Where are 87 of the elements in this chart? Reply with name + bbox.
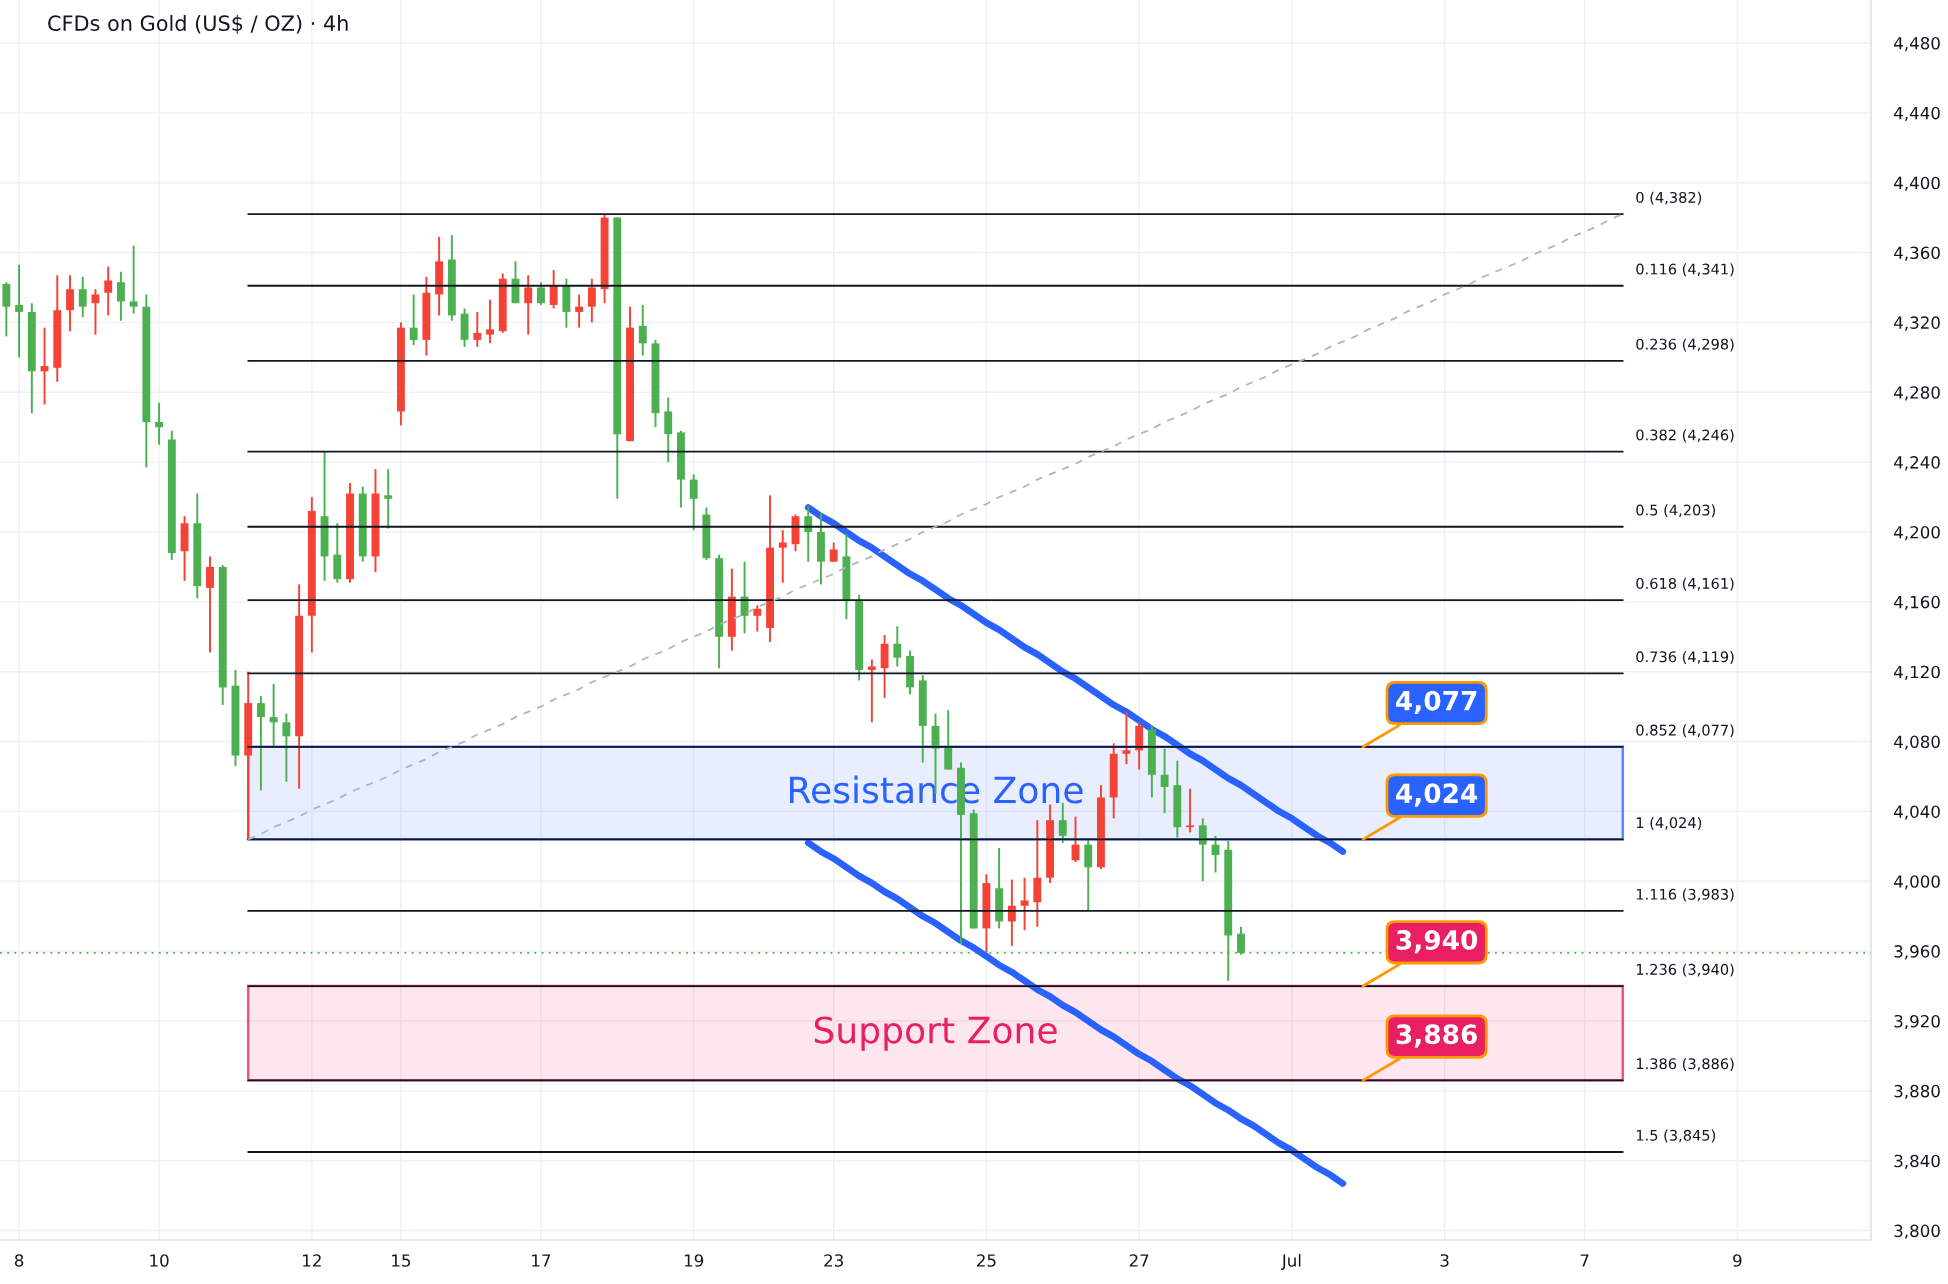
candlestick — [829, 541, 838, 563]
x-tick-label: 12 — [303, 1254, 321, 1267]
candlestick — [269, 682, 278, 748]
x-tick-label: 23 — [824, 1254, 843, 1267]
y-tick-label: 3,920 — [1894, 1014, 1940, 1030]
y-tick-label: 4,040 — [1894, 805, 1940, 820]
y-tick-label: 4,120 — [1894, 665, 1940, 680]
candlestick — [2, 281, 11, 338]
y-tick-label: 4,000 — [1894, 875, 1940, 890]
candlestick — [1160, 747, 1169, 815]
annotation: 3,886 — [1396, 1024, 1477, 1048]
candlestick — [1186, 787, 1194, 834]
candlestick — [753, 604, 762, 633]
candlestick — [867, 658, 876, 724]
annotation: 4,077 — [1396, 690, 1477, 715]
y-tick-label: 4,200 — [1894, 525, 1940, 541]
annotation: 3,940 — [1396, 930, 1478, 954]
series-label: 0.236 (4,298) — [1636, 338, 1734, 352]
y-tick-label: 4,360 — [1894, 246, 1940, 261]
band-label: Support Zone — [814, 1016, 1057, 1051]
x-tick-label: 17 — [532, 1254, 551, 1267]
candlestick — [206, 555, 214, 654]
y-tick-label: 4,400 — [1894, 176, 1940, 191]
y-tick-label: 4,080 — [1894, 735, 1940, 750]
series-label: 0.5 (4,203) — [1636, 504, 1716, 518]
candlestick — [486, 298, 494, 345]
y-tick-label: 4,480 — [1894, 36, 1940, 52]
candlestick — [638, 303, 647, 357]
candlestick — [409, 293, 418, 347]
y-tick-label: 4,280 — [1894, 386, 1940, 401]
y-tick-label: 3,800 — [1894, 1224, 1940, 1239]
candlestick — [549, 269, 558, 310]
series-label: 0.852 (4,077) — [1636, 724, 1734, 738]
x-tick-label: 25 — [977, 1254, 996, 1267]
candlestick — [944, 709, 953, 771]
annotation: 4,024 — [1396, 783, 1478, 807]
candlestick — [104, 265, 113, 317]
y-tick-label: 3,960 — [1894, 945, 1940, 960]
candlestick — [129, 244, 138, 315]
y-tick-label: 4,440 — [1894, 106, 1940, 122]
candlestick — [804, 504, 813, 563]
candlestick — [536, 281, 545, 306]
candlestick — [15, 263, 24, 359]
x-tick-label: Jul — [1280, 1253, 1301, 1270]
candlestick — [778, 529, 787, 584]
x-tick-label: 19 — [684, 1254, 704, 1267]
series-label: 0.382 (4,246) — [1636, 429, 1734, 443]
series-label: 0 (4,382) — [1636, 191, 1702, 205]
candlestick — [256, 695, 265, 792]
series-label: 0.116 (4,341) — [1636, 263, 1734, 277]
candlestick — [524, 274, 533, 336]
y-tick-label: 4,320 — [1894, 316, 1940, 331]
series-label: 1.236 (3,940) — [1636, 963, 1734, 977]
candlestick — [587, 277, 596, 324]
candlestick — [91, 288, 100, 336]
x-tick-label: 7 — [1580, 1254, 1589, 1267]
x-tick-label: 15 — [392, 1254, 411, 1267]
candlestick — [1084, 838, 1093, 912]
series-label: 1.386 (3,886) — [1636, 1057, 1734, 1071]
y-tick-label: 3,840 — [1894, 1154, 1940, 1169]
candlestick — [1020, 876, 1029, 932]
candlestick — [575, 293, 584, 329]
x-tick-label: 8 — [14, 1254, 24, 1267]
candlestick — [473, 310, 482, 348]
candlestick — [116, 270, 125, 322]
candlestick — [78, 276, 87, 319]
x-tick-label: 9 — [1733, 1254, 1742, 1267]
x-tick-label: 3 — [1440, 1254, 1449, 1267]
candlestick — [282, 712, 291, 783]
y-tick-label: 3,880 — [1894, 1084, 1940, 1100]
series-label: 0.736 (4,119) — [1636, 651, 1734, 664]
text: CFDs on Gold (US$ / OZ) · 4h — [48, 14, 348, 34]
x-tick-label: 27 — [1129, 1254, 1149, 1267]
series-label: 0.618 (4,161) — [1636, 577, 1734, 591]
candlestick — [1122, 710, 1131, 766]
candlestick — [893, 625, 902, 668]
series-label: 1.116 (3,983) — [1636, 888, 1734, 902]
candlestick — [689, 473, 698, 532]
x-tick-label: 10 — [150, 1254, 169, 1267]
candlestick — [155, 401, 164, 446]
y-tick-label: 4,160 — [1894, 595, 1940, 611]
series-label: 1.5 (3,845) — [1636, 1129, 1716, 1143]
candlestick — [664, 396, 673, 464]
y-tick-label: 4,240 — [1894, 456, 1940, 471]
candlestick — [66, 274, 74, 333]
series-label: 1 (4,024) — [1636, 816, 1702, 830]
candlestick — [1198, 817, 1207, 883]
